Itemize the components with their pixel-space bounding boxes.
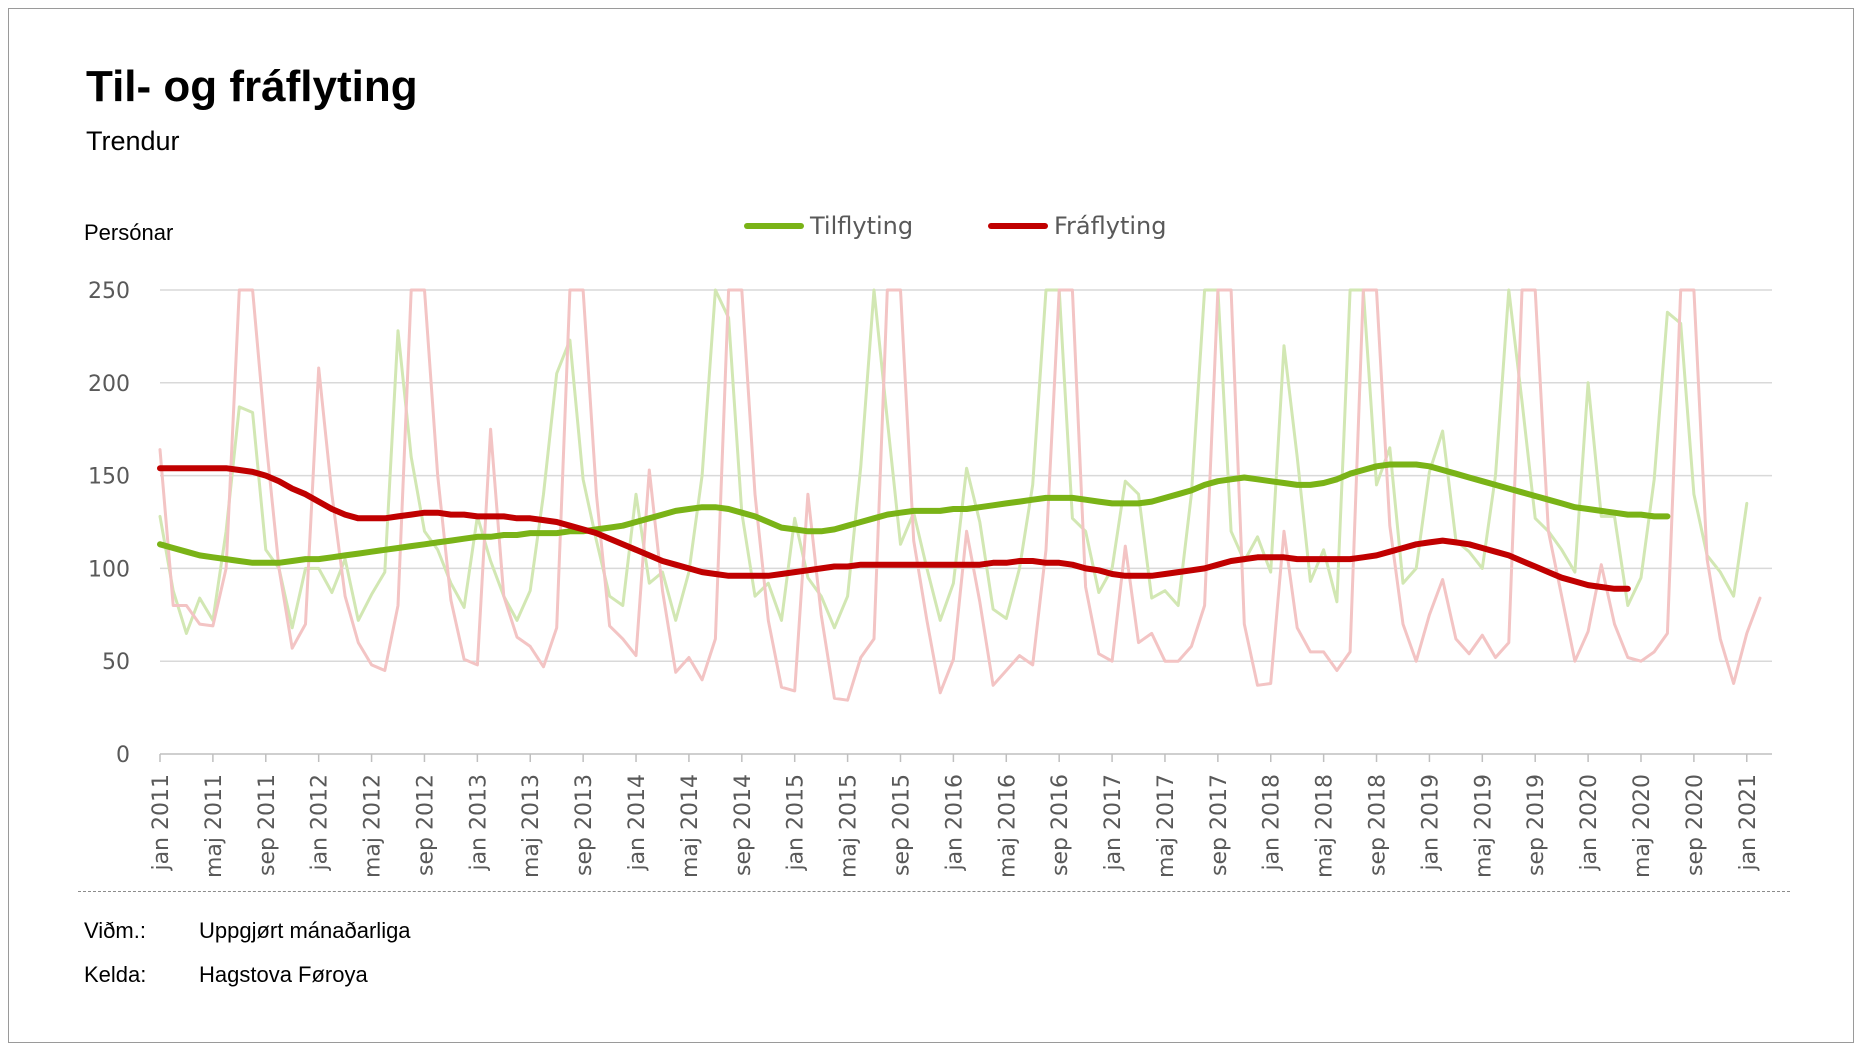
series-line-trend-0	[157, 461, 1671, 566]
x-tick-label: jan 2020	[1577, 774, 1602, 872]
legend-item-fraflyting[interactable]: Fráflyting	[988, 212, 1166, 240]
series-line-monthly-2	[158, 288, 1749, 635]
x-tick-label: jan 2019	[1418, 774, 1443, 872]
y-tick-label: 100	[88, 557, 130, 582]
legend: Tilflyting Fráflyting	[0, 212, 1866, 246]
x-tick-label: jan 2017	[1101, 774, 1126, 872]
y-tick-label: 200	[88, 372, 130, 397]
x-tick-label: maj 2013	[519, 774, 544, 878]
note-key-source: Kelda:	[84, 962, 147, 987]
x-tick-label: maj 2014	[678, 774, 703, 878]
page-subtitle: Trendur	[86, 126, 180, 156]
note-row-source: Kelda: Hagstova Føroya	[84, 962, 368, 988]
y-tick-label: 250	[88, 279, 130, 304]
x-tick-label: maj 2012	[361, 774, 386, 878]
x-tick-label: sep 2011	[255, 774, 280, 876]
x-tick-label: sep 2013	[572, 774, 597, 876]
x-tick-label: sep 2014	[731, 774, 756, 876]
x-tick-label: maj 2011	[202, 774, 227, 878]
y-axis-label: Persónar	[84, 220, 174, 245]
y-tick-label: 150	[88, 465, 130, 490]
note-row-comment: Viðm.: Uppgjørt mánaðarliga	[84, 918, 411, 944]
footer-divider	[78, 891, 1790, 892]
legend-item-tilflyting[interactable]: Tilflyting	[744, 212, 913, 240]
x-tick-label: sep 2012	[413, 774, 438, 876]
legend-swatch-fraflyting	[988, 223, 1048, 229]
y-tick-label: 50	[102, 650, 130, 675]
note-value-comment: Uppgjørt mánaðarliga	[199, 918, 411, 943]
x-tick-label: maj 2015	[837, 774, 862, 878]
legend-label-fraflyting: Fráflyting	[1054, 212, 1167, 240]
legend-swatch-tilflyting	[744, 223, 804, 229]
series-line-trend-1	[157, 465, 1631, 592]
x-tick-label: jan 2016	[942, 774, 967, 872]
note-value-source: Hagstova Føroya	[199, 962, 368, 987]
x-tick-label: jan 2015	[784, 774, 809, 872]
x-tick-label: sep 2020	[1683, 774, 1708, 876]
legend-label-tilflyting: Tilflyting	[810, 212, 914, 240]
x-tick-label: jan 2012	[308, 774, 333, 872]
chart-frame	[8, 8, 1854, 1043]
x-tick-label: jan 2018	[1260, 774, 1285, 872]
note-key-comment: Viðm.:	[84, 918, 146, 943]
series-line-monthly-3	[158, 288, 1762, 702]
x-tick-label: maj 2019	[1471, 774, 1496, 878]
x-tick-label: jan 2021	[1736, 774, 1761, 872]
x-tick-label: jan 2011	[149, 774, 174, 872]
x-tick-label: jan 2014	[625, 774, 650, 872]
x-tick-label: jan 2013	[466, 774, 491, 872]
x-tick-label: sep 2017	[1207, 774, 1232, 876]
x-tick-label: maj 2016	[995, 774, 1020, 878]
x-tick-label: sep 2019	[1524, 774, 1549, 876]
x-tick-label: maj 2017	[1154, 774, 1179, 878]
page-title: Til- og fráflyting	[86, 62, 418, 111]
x-tick-label: sep 2015	[889, 774, 914, 876]
x-tick-label: maj 2018	[1313, 774, 1338, 878]
x-tick-label: sep 2018	[1366, 774, 1391, 876]
x-tick-label: sep 2016	[1048, 774, 1073, 876]
x-tick-label: maj 2020	[1630, 774, 1655, 878]
y-tick-label: 0	[116, 743, 130, 768]
